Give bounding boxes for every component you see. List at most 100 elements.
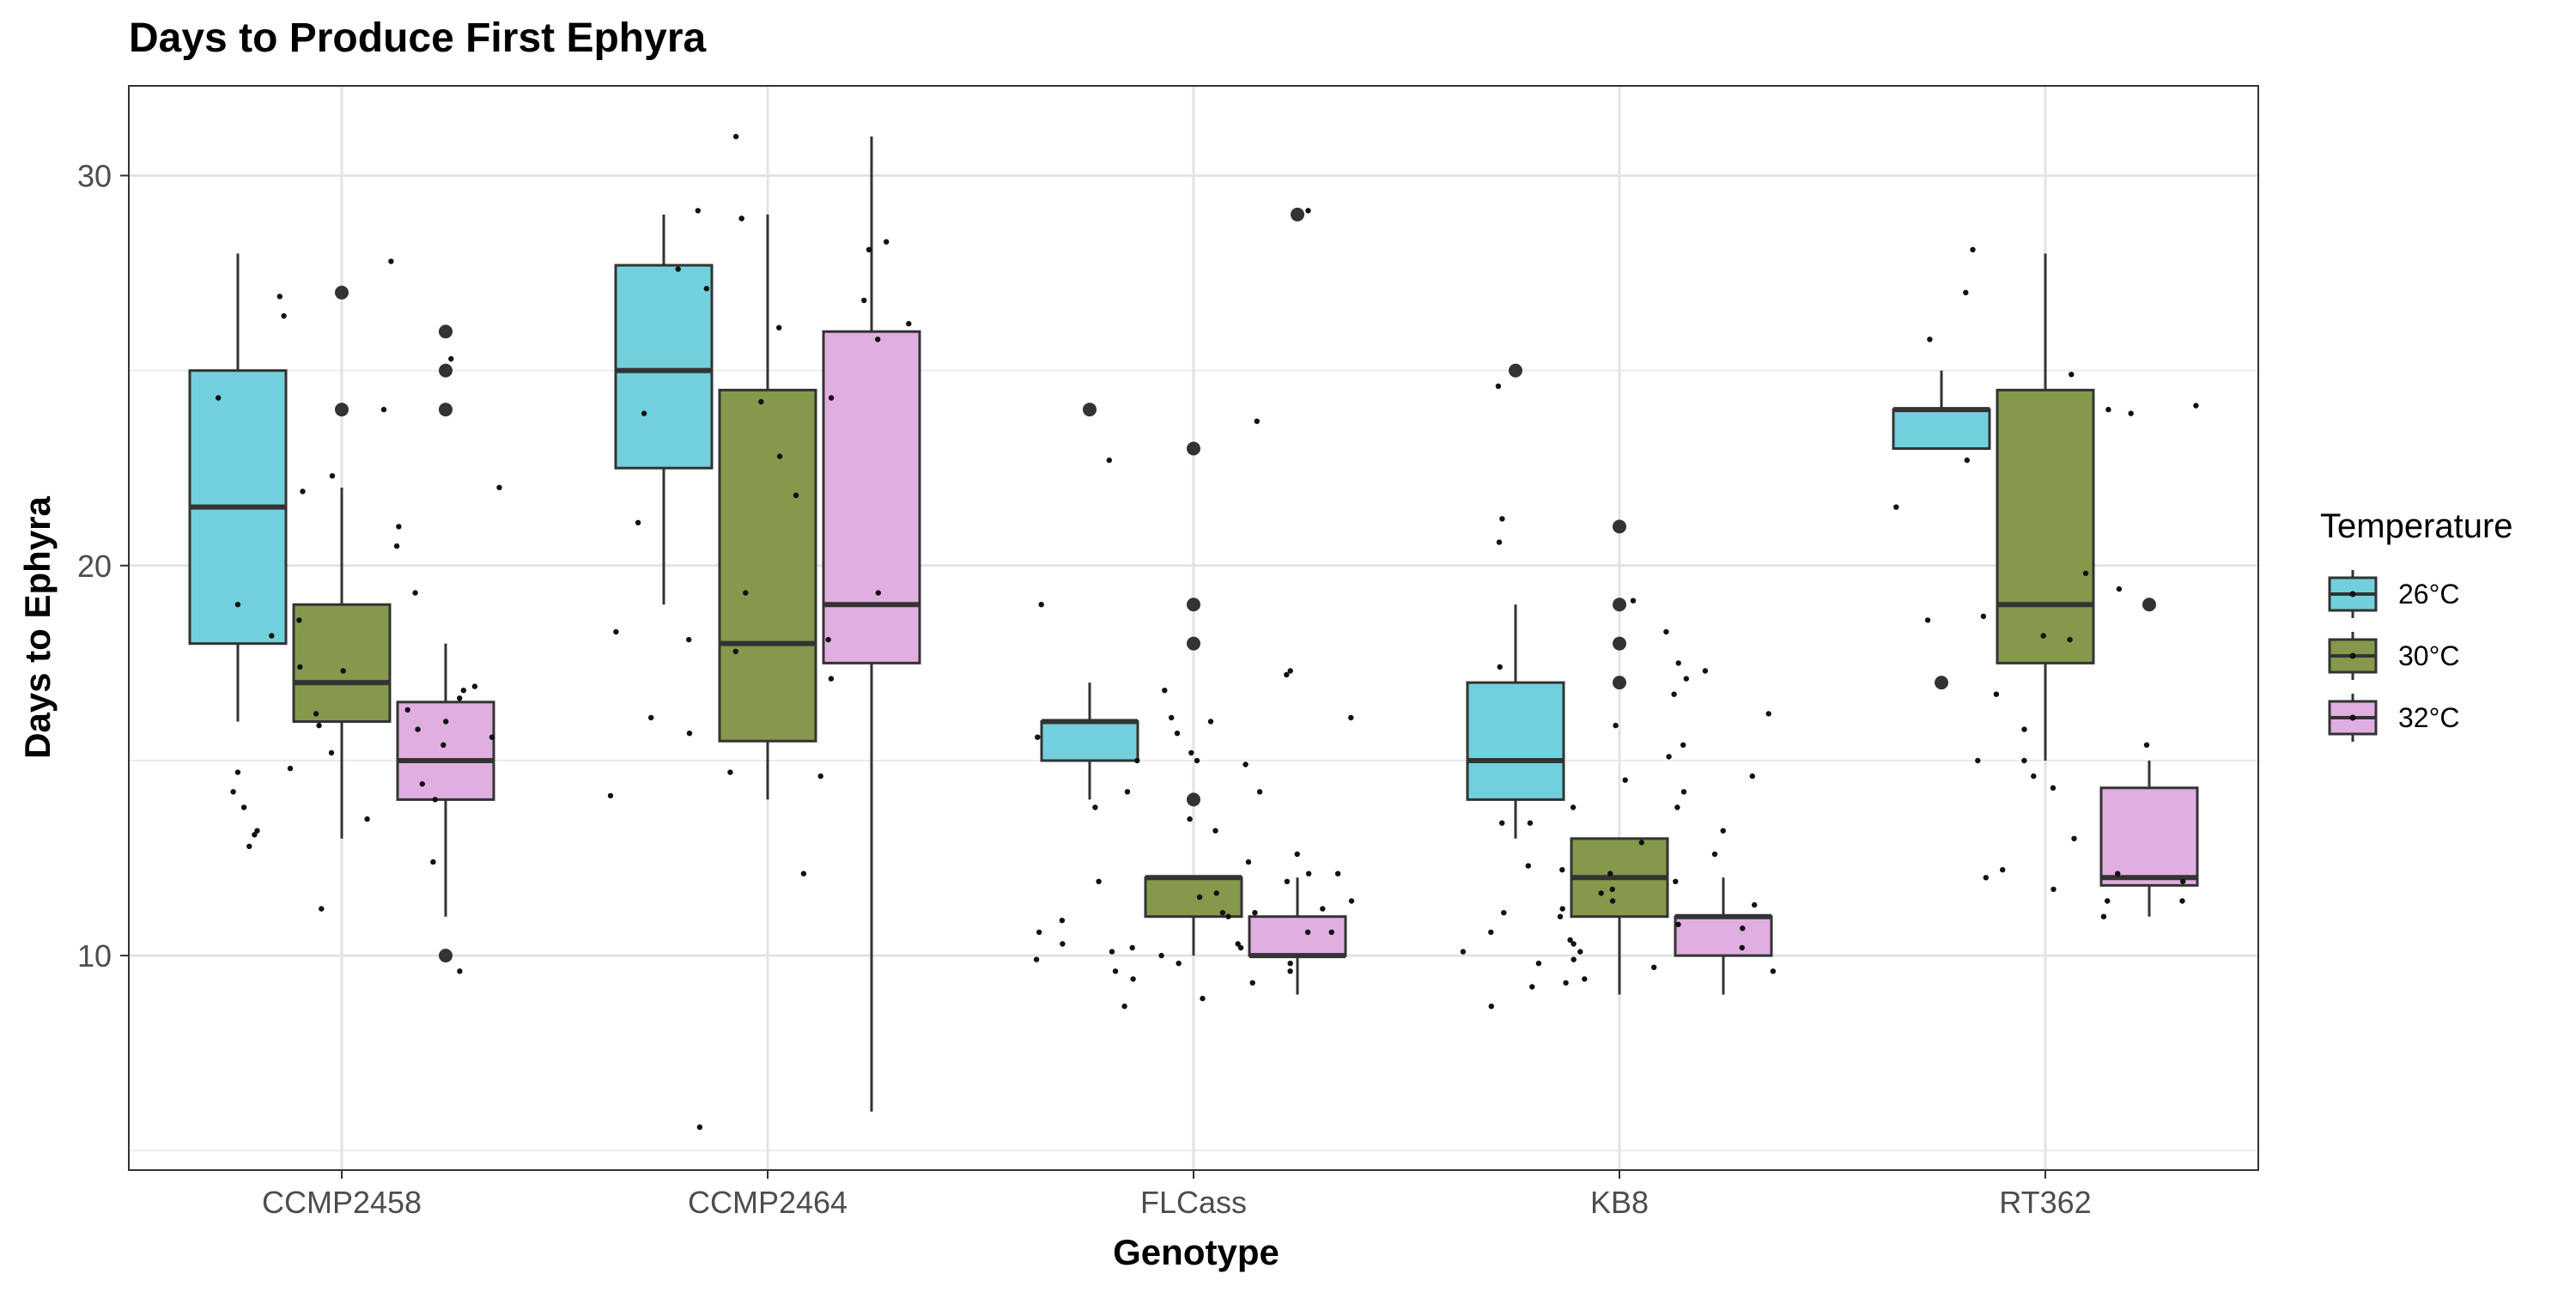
jitter-point xyxy=(1609,898,1616,904)
jitter-point xyxy=(296,617,302,623)
box-FLCass-26°C xyxy=(1040,403,1139,800)
outlier-point xyxy=(335,285,349,300)
jitter-point xyxy=(281,312,287,319)
jitter-point xyxy=(1096,878,1102,884)
jitter-point xyxy=(246,843,252,850)
box-body xyxy=(1248,915,1347,957)
jitter-point xyxy=(340,668,346,674)
jitter-point xyxy=(443,719,449,725)
jitter-point xyxy=(313,711,319,717)
jitter-point xyxy=(1765,711,1771,717)
jitter-point xyxy=(1287,668,1293,674)
outlier-point xyxy=(439,325,453,339)
outlier-point xyxy=(1509,363,1522,378)
jitter-point xyxy=(1702,668,1709,674)
jitter-point xyxy=(607,792,614,799)
jitter-point xyxy=(328,749,335,756)
jitter-point xyxy=(703,286,710,292)
jitter-point xyxy=(1559,906,1565,912)
legend-key-dot xyxy=(2349,714,2356,721)
jitter-point xyxy=(1749,773,1756,779)
jitter-point xyxy=(457,968,463,974)
jitter-point xyxy=(1488,1004,1495,1010)
jitter-point xyxy=(471,683,478,689)
outlier-point xyxy=(1187,636,1200,651)
jitter-point xyxy=(1035,734,1041,740)
jitter-point xyxy=(1711,851,1718,858)
outlier-point xyxy=(1613,519,1626,534)
jitter-point xyxy=(1284,878,1291,884)
jitter-point xyxy=(738,215,744,221)
jitter-point xyxy=(2100,913,2107,919)
jitter-point xyxy=(2031,773,2037,779)
jitter-point xyxy=(1559,867,1565,873)
outlier-point xyxy=(1187,792,1200,807)
jitter-point xyxy=(432,797,438,803)
chart-title: Days to Produce First Ephyra xyxy=(129,15,706,61)
jitter-point xyxy=(635,519,641,525)
jitter-point xyxy=(1563,980,1569,986)
jitter-point xyxy=(696,1124,703,1131)
jitter-point xyxy=(234,602,241,608)
box-body xyxy=(718,388,817,743)
jitter-point xyxy=(1225,913,1231,919)
jitter-point xyxy=(364,816,370,822)
jitter-point xyxy=(1924,617,1931,623)
jitter-point xyxy=(1242,761,1249,767)
jitter-point xyxy=(1963,289,1969,295)
jitter-point xyxy=(1348,898,1355,904)
jitter-point xyxy=(1124,789,1131,795)
jitter-point xyxy=(300,488,306,494)
x-axis-title: Genotype xyxy=(1113,1232,1279,1272)
y-tick-label: 20 xyxy=(77,549,112,584)
box-FLCass-32°C xyxy=(1248,207,1347,995)
x-tick-label: CCMP2464 xyxy=(688,1185,848,1220)
jitter-point xyxy=(1980,613,1987,620)
outlier-point xyxy=(1291,207,1304,221)
jitter-point xyxy=(2082,570,2089,577)
jitter-point xyxy=(1200,995,1206,1002)
jitter-point xyxy=(1622,777,1628,783)
box-RT362-26°C xyxy=(1892,370,1991,690)
jitter-point xyxy=(1663,628,1669,635)
jitter-point xyxy=(776,325,782,331)
jitter-point xyxy=(648,714,654,721)
box-CCMP2458-26°C xyxy=(188,253,288,722)
jitter-point xyxy=(1495,383,1502,389)
jitter-point xyxy=(230,789,236,795)
jitter-point xyxy=(1207,719,1214,725)
jitter-point xyxy=(2116,585,2123,592)
box-body xyxy=(1466,681,1565,801)
jitter-point xyxy=(1256,789,1263,795)
jitter-point xyxy=(297,664,303,670)
jitter-point xyxy=(252,832,258,838)
x-tick-label: FLCass xyxy=(1140,1185,1247,1220)
jitter-point xyxy=(2143,742,2150,748)
jitter-point xyxy=(1162,688,1168,694)
jitter-point xyxy=(1320,906,1326,912)
legend-key-dot xyxy=(2349,652,2356,659)
jitter-point xyxy=(2071,835,2077,841)
outlier-point xyxy=(439,363,453,378)
jitter-point xyxy=(1893,504,1899,510)
jitter-point xyxy=(2021,757,2027,764)
jitter-point xyxy=(1129,944,1135,951)
jitter-point xyxy=(1983,875,1989,881)
legend-label: 30°C xyxy=(2398,640,2460,671)
jitter-point xyxy=(1598,890,1604,896)
outlier-point xyxy=(439,949,453,963)
jitter-point xyxy=(817,773,823,779)
jitter-point xyxy=(1609,886,1615,893)
box-body xyxy=(1996,388,2095,664)
jitter-point xyxy=(1571,956,1577,962)
box-CCMP2464-26°C xyxy=(614,214,714,605)
box-RT362-32°C xyxy=(2099,597,2199,917)
jitter-point xyxy=(866,246,872,252)
jitter-point xyxy=(1529,984,1535,990)
jitter-point xyxy=(1187,816,1193,822)
jitter-point xyxy=(1567,937,1573,943)
jitter-point xyxy=(2193,403,2199,409)
jitter-point xyxy=(1927,337,1933,343)
outlier-point xyxy=(1613,636,1626,651)
